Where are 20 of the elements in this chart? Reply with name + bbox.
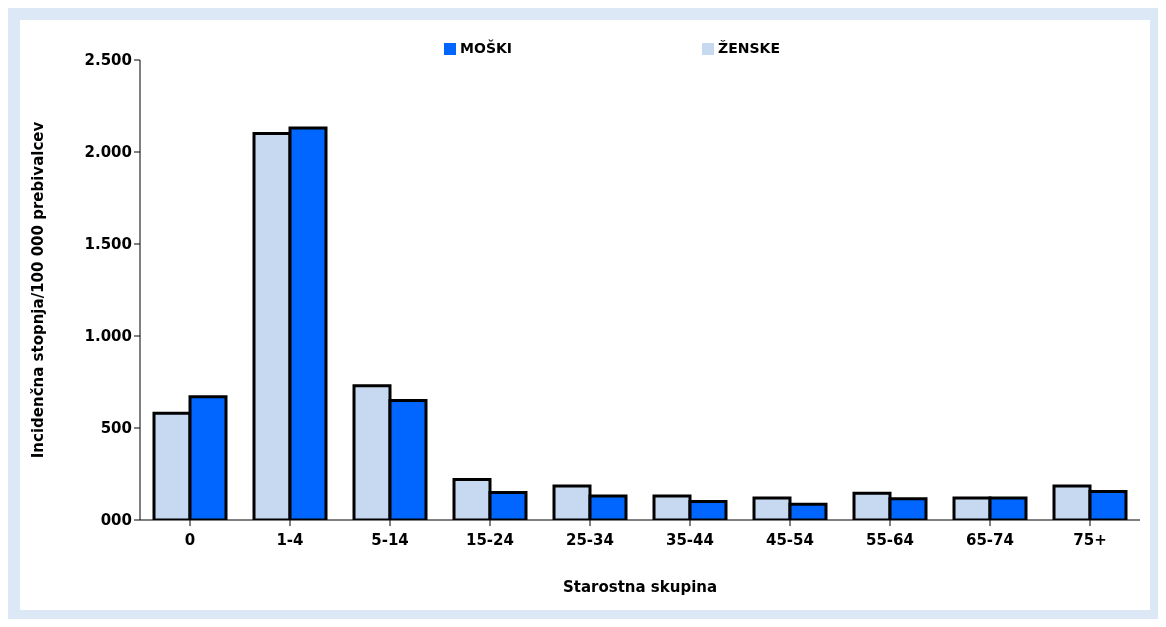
x-tick-label: 75+ bbox=[1073, 530, 1107, 549]
y-axis-title: Incidenčna stopnja/100 000 prebivalcev bbox=[29, 121, 48, 459]
y-tick-label: 2.000 bbox=[84, 143, 132, 162]
x-axis-title: Starostna skupina bbox=[562, 578, 718, 596]
x-tick-label: 35-44 bbox=[666, 530, 714, 549]
legend-label: ŽENSKE bbox=[718, 40, 780, 56]
y-tick-label: 1.500 bbox=[84, 235, 132, 254]
x-tick-label: 65-74 bbox=[966, 530, 1014, 549]
x-tick-label: 25-34 bbox=[566, 530, 614, 549]
x-tick-label: 1-4 bbox=[276, 530, 304, 549]
y-tick-label: 500 bbox=[100, 419, 132, 438]
y-tick-label: 000 bbox=[100, 511, 132, 530]
y-tick-label: 1.000 bbox=[84, 327, 132, 346]
x-tick-label: 15-24 bbox=[466, 530, 514, 549]
x-tick-label: 5-14 bbox=[371, 530, 409, 549]
y-tick-label: 2.500 bbox=[84, 51, 132, 70]
x-tick-label: 0 bbox=[184, 530, 196, 549]
legend-label: MOŠKI bbox=[460, 40, 513, 56]
x-tick-label: 45-54 bbox=[766, 530, 814, 549]
x-tick-label: 55-64 bbox=[866, 530, 914, 549]
